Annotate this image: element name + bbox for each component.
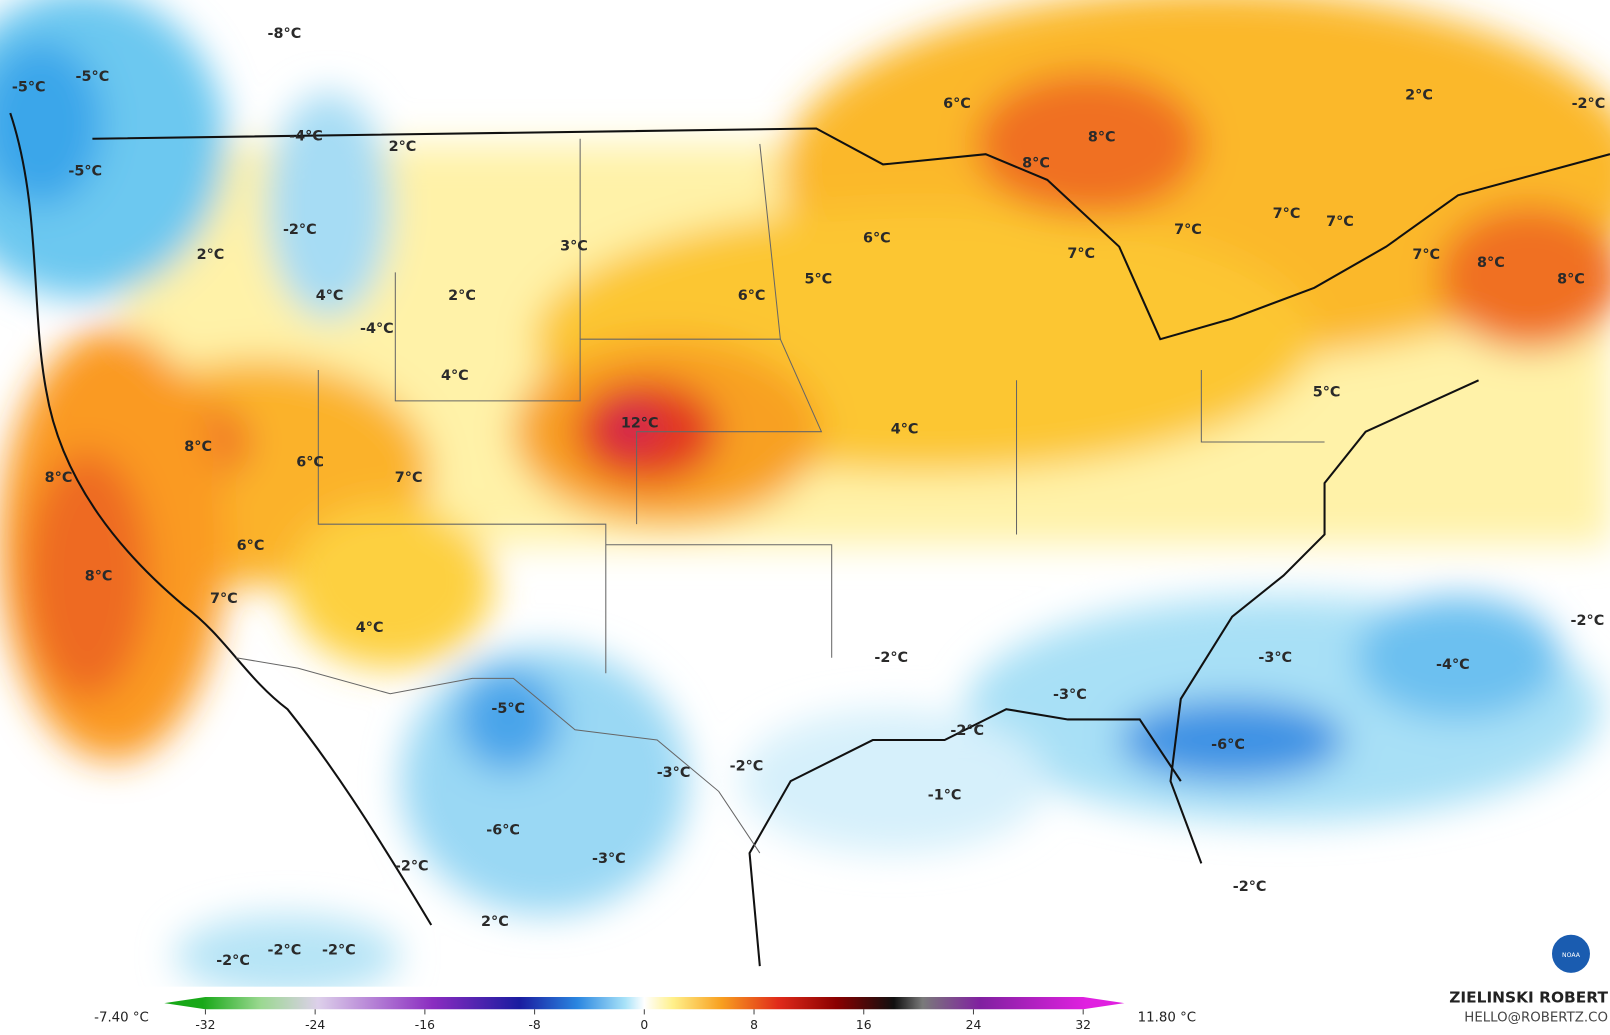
temp-label: 7°C (1273, 206, 1301, 222)
temp-label: 4°C (891, 422, 919, 438)
colorbar-tick-label: 0 (640, 1018, 648, 1032)
temp-label: -2°C (1233, 879, 1267, 895)
temp-label: -6°C (1211, 737, 1245, 753)
temp-label: -4°C (1436, 657, 1470, 673)
temp-label: 2°C (197, 247, 225, 263)
colorbar-tick-label: 8 (750, 1018, 758, 1032)
temp-label: -3°C (1053, 687, 1087, 703)
colorbar-tick-label: -24 (305, 1018, 325, 1032)
coastlines (9, 112, 1610, 967)
temp-label: 8°C (85, 569, 113, 585)
temperature-field (0, 0, 1610, 997)
temp-label: 2°C (389, 139, 417, 155)
temp-label: -2°C (395, 858, 429, 874)
temp-label: -5°C (12, 79, 46, 95)
temp-label: -5°C (68, 164, 102, 180)
noaa-logo (1548, 931, 1594, 976)
colorbar-tick-label: 32 (1075, 1018, 1091, 1032)
temp-label: -6°C (486, 822, 520, 838)
temp-label: -2°C (283, 222, 317, 238)
temp-label: 2°C (481, 914, 509, 930)
colorbar-tick-label: -8 (528, 1018, 540, 1032)
temp-label: 7°C (1174, 222, 1202, 238)
temp-label: -3°C (592, 851, 626, 867)
temp-label: -2°C (950, 723, 984, 739)
temp-label: -2°C (322, 943, 356, 959)
temp-label: 2°C (1405, 88, 1433, 104)
temp-label: -4°C (289, 129, 323, 145)
temp-label: 6°C (237, 538, 265, 554)
temp-label: -3°C (657, 765, 691, 781)
temp-label: -2°C (874, 650, 908, 666)
temp-label: 2°C (448, 288, 476, 304)
temp-label: -2°C (216, 953, 250, 969)
temp-label: 4°C (441, 368, 469, 384)
temp-label: -4°C (360, 321, 394, 337)
temp-label: 8°C (1557, 272, 1585, 288)
temp-label: -2°C (1572, 96, 1606, 112)
temp-label: 4°C (316, 288, 344, 304)
temp-label: -3°C (1258, 650, 1292, 666)
logo-text: NOAA (1562, 952, 1581, 959)
temp-label: 5°C (1313, 385, 1341, 401)
temp-label: -5°C (76, 69, 110, 85)
temp-label: 7°C (1326, 214, 1354, 230)
temperature-labels: -8°C -5°C -5°C -4°C 2°C -5°C 2°C -2°C 3°C 4°C 2°C -… (12, 26, 1605, 969)
temp-label: 5°C (804, 272, 832, 288)
temp-label: 8°C (1477, 255, 1505, 271)
temp-label: 7°C (1067, 246, 1095, 262)
temp-label: -2°C (268, 943, 302, 959)
colorbar-tick-label: -32 (195, 1018, 215, 1032)
borders (236, 138, 1325, 854)
temp-label: 7°C (395, 470, 423, 486)
temp-label: 12°C (621, 415, 659, 431)
temp-label: 6°C (943, 96, 971, 112)
temp-label: -2°C (1571, 613, 1605, 629)
colorbar-tick-label: 24 (966, 1018, 982, 1032)
temp-label: -8°C (268, 26, 302, 42)
colorbar (164, 996, 1125, 1010)
temp-label: 6°C (738, 288, 766, 304)
temp-label: 7°C (210, 591, 238, 607)
temp-label: 6°C (863, 230, 891, 246)
temp-label: 6°C (296, 455, 324, 471)
temp-label: 4°C (356, 620, 384, 636)
temp-label: -1°C (928, 788, 962, 804)
temp-label: 3°C (560, 239, 588, 255)
colorbar-tick-label: 16 (856, 1018, 872, 1032)
colorbar-max: 11.80 °C (1138, 1011, 1196, 1026)
temp-label: 7°C (1412, 247, 1440, 263)
temp-label: -5°C (491, 701, 525, 717)
colorbar-min: -7.40 °C (94, 1011, 149, 1026)
footer (0, 986, 1610, 1035)
temp-label: 8°C (1088, 130, 1116, 146)
colorbar-tick-label: -16 (415, 1018, 435, 1032)
temp-label: 8°C (1022, 155, 1050, 171)
temp-label: 8°C (45, 470, 73, 486)
temp-label: 8°C (184, 439, 212, 455)
credit-name: ZIELINSKI ROBERT (1449, 988, 1608, 1006)
temp-label: -2°C (730, 759, 764, 775)
credit-contact: HELLO@ROBERTZ.CO (1464, 1011, 1608, 1026)
